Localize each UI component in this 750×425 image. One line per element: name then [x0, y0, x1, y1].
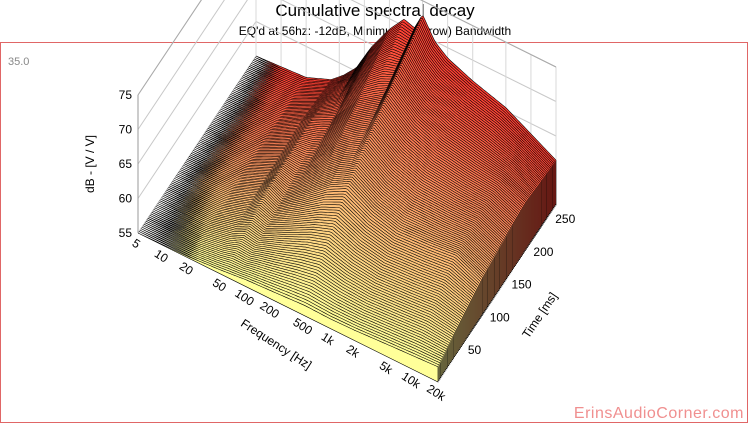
wall-top-edge	[137, 0, 557, 96]
x-tick-label-3: 50	[210, 276, 229, 295]
x-tick-label-8: 2k	[344, 342, 363, 361]
x-tick-label-11: 20k	[424, 382, 449, 405]
plot-frame	[0, 42, 748, 423]
decay-slice-0	[137, 232, 439, 383]
y-tick-label-1: 100	[490, 310, 510, 324]
z-tick-label-2: 65	[119, 157, 133, 171]
side-wall-gridline-2	[137, 0, 248, 165]
x-tick-label-7: 1k	[319, 330, 338, 349]
z-tick-label-4: 75	[119, 88, 133, 102]
x-tick-label-1: 10	[152, 247, 171, 266]
z-tick-label-1: 60	[119, 192, 133, 206]
z-axis-title: dB - [V / V]	[83, 135, 97, 193]
z-tick-label-0: 55	[119, 226, 133, 240]
side-wall-gridline-1	[137, 21, 257, 199]
decay-slice-9	[146, 219, 448, 370]
y-tick-label-4: 250	[555, 212, 575, 226]
corner-value-label: 35.0	[8, 56, 30, 68]
y-axis-title: Time [ms]	[519, 290, 560, 341]
y-tick-label-0: 50	[468, 343, 482, 357]
chart-subtitle: EQ'd at 56hz: -12dB, Minimum (Narrow) Ba…	[238, 24, 512, 38]
y-tick-label-2: 150	[512, 278, 532, 292]
decay-slice-7	[144, 222, 446, 373]
decay-slice-8	[145, 220, 447, 371]
watermark: ErinsAudioCorner.com	[573, 405, 744, 422]
chart-title: Cumulative spectral decay	[275, 1, 475, 20]
side-wall-gridline-3	[137, 0, 225, 130]
x-tick-label-9: 5k	[377, 358, 396, 377]
z-tick-label-3: 70	[119, 123, 133, 137]
y-tick-label-3: 200	[533, 245, 553, 259]
decay-slices	[137, 15, 557, 383]
x-tick-label-2: 20	[177, 259, 196, 278]
